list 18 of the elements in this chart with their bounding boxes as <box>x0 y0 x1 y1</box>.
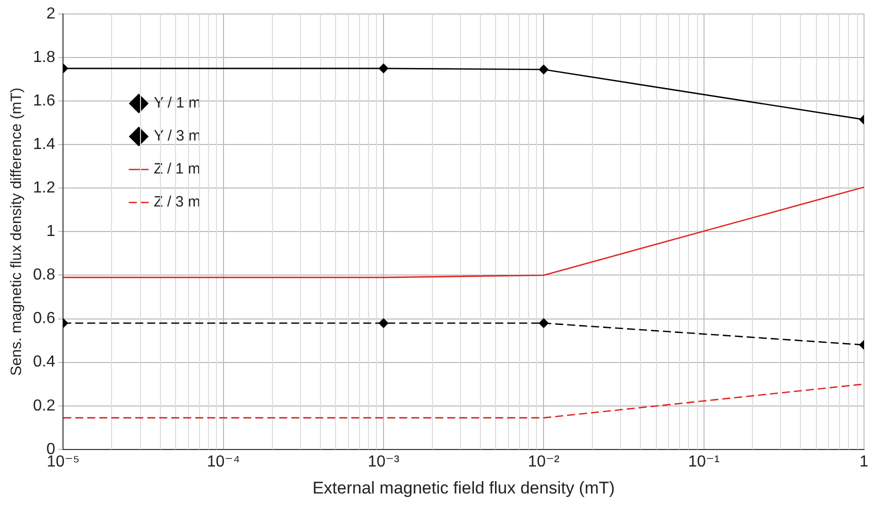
x-tick-label: 1 <box>860 453 869 470</box>
x-tick-label: 10⁻⁴ <box>206 453 240 470</box>
y-tick-label: 0.2 <box>32 397 56 414</box>
y-tick-label: 1.2 <box>32 180 56 197</box>
x-tick-label: 10⁻² <box>528 453 560 470</box>
x-tick-label: 10⁻³ <box>368 453 400 470</box>
y-tick-label: 2 <box>46 5 56 22</box>
y-tick-label: 1 <box>46 223 56 240</box>
y-tick-label: 1.8 <box>32 48 56 66</box>
y-tick-label: 0.8 <box>32 266 56 284</box>
y-tick-label: 1.6 <box>32 92 56 110</box>
x-tick-label: 10⁻¹ <box>688 453 720 470</box>
y-tick-label: 0.4 <box>32 354 56 371</box>
y-tick-label: 1.4 <box>32 136 56 154</box>
y-tick-label: 0.6 <box>32 310 56 328</box>
y-axis-title: Sens. magnetic flux density difference (mT) <box>8 88 26 376</box>
x-tick-label: 10⁻⁵ <box>46 453 80 470</box>
x-axis-title: External magnetic field flux density (mT) <box>312 478 615 498</box>
